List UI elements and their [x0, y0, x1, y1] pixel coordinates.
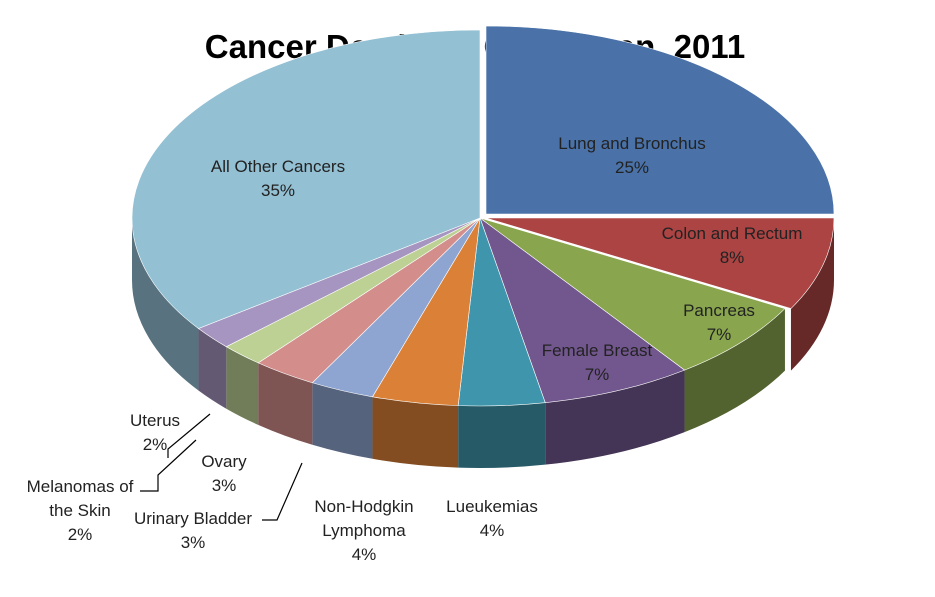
label-urinary-bladder: Urinary Bladder 3% — [134, 509, 252, 552]
leader-melanomas — [140, 439, 197, 492]
slice-side-urinary-bladder — [312, 382, 373, 459]
label-female-breast: Female Breast 7% — [542, 341, 653, 384]
slice-value-label: 25% — [615, 158, 649, 177]
slice-label-text: Ovary — [201, 452, 247, 471]
slice-value-label: 35% — [261, 181, 295, 200]
slice-value-label: 4% — [480, 521, 505, 540]
slice-side-pancreas — [684, 308, 785, 433]
slice-value-label: 3% — [212, 476, 237, 495]
slice-value-label: 7% — [707, 325, 732, 344]
slice-colon-and-rectum — [485, 217, 835, 309]
slice-label-text: All Other Cancers — [211, 157, 345, 176]
slice-value-label: 7% — [585, 365, 610, 384]
label-all-other-cancers: All Other Cancers 35% — [211, 157, 345, 200]
slice-side-melanomas-of-the-skin — [226, 346, 259, 425]
slice-side-lueukemias — [458, 402, 546, 468]
slice-value-label: 4% — [352, 545, 377, 564]
label-ovary: Ovary 3% — [201, 452, 247, 495]
slice-label-text: Melanomas of — [27, 477, 134, 496]
slice-side-female-breast — [545, 370, 685, 465]
label-lueukemias: Lueukemias 4% — [446, 497, 538, 540]
leader-uterus — [167, 413, 211, 458]
slice-label-text: Non-Hodgkin — [314, 497, 413, 516]
slice-label-text: Pancreas — [683, 301, 755, 320]
label-non-hodgkin-lymphoma: Non-Hodgkin Lymphoma 4% — [314, 497, 413, 564]
leader-lines — [140, 413, 303, 521]
label-pancreas: Pancreas 7% — [683, 301, 755, 344]
slice-label-text: the Skin — [49, 501, 110, 520]
slice-side-non-hodgkin-lymphoma — [372, 396, 459, 468]
label-colon-and-rectum: Colon and Rectum 8% — [662, 224, 803, 267]
slice-lung-and-bronchus — [485, 25, 835, 215]
slice-side-colon-and-rectum — [790, 218, 834, 371]
label-uterus: Uterus 2% — [130, 411, 180, 454]
slice-label-text: Lymphoma — [322, 521, 406, 540]
slice-labels: Lung and Bronchus 25% Colon and Rectum 8% Pa… — [27, 134, 803, 564]
slice-value-label: 8% — [720, 248, 745, 267]
slice-value-label: 2% — [143, 435, 168, 454]
slice-label-text: Lung and Bronchus — [558, 134, 705, 153]
slice-side-uterus — [198, 328, 227, 409]
slice-female-breast — [479, 217, 686, 403]
slice-all-other-cancers — [131, 29, 481, 329]
slice-label-text: Urinary Bladder — [134, 509, 252, 528]
pie-sides — [132, 218, 834, 468]
slice-side-all-other-cancers — [132, 218, 199, 391]
pie-tops — [131, 25, 835, 407]
slice-label-text: Lueukemias — [446, 497, 538, 516]
slice-label-text: Female Breast — [542, 341, 653, 360]
slice-value-label: 2% — [68, 525, 93, 544]
slice-label-text: Colon and Rectum — [662, 224, 803, 243]
label-lung-and-bronchus: Lung and Bronchus 25% — [558, 134, 705, 177]
slice-label-text: Uterus — [130, 411, 180, 430]
slice-value-label: 3% — [181, 533, 206, 552]
leader-urinary-bladder — [262, 462, 303, 521]
slice-pancreas — [479, 217, 786, 371]
slice-side-ovary — [258, 362, 313, 445]
label-melanomas-of-the-skin: Melanomas of the Skin 2% — [27, 477, 134, 544]
